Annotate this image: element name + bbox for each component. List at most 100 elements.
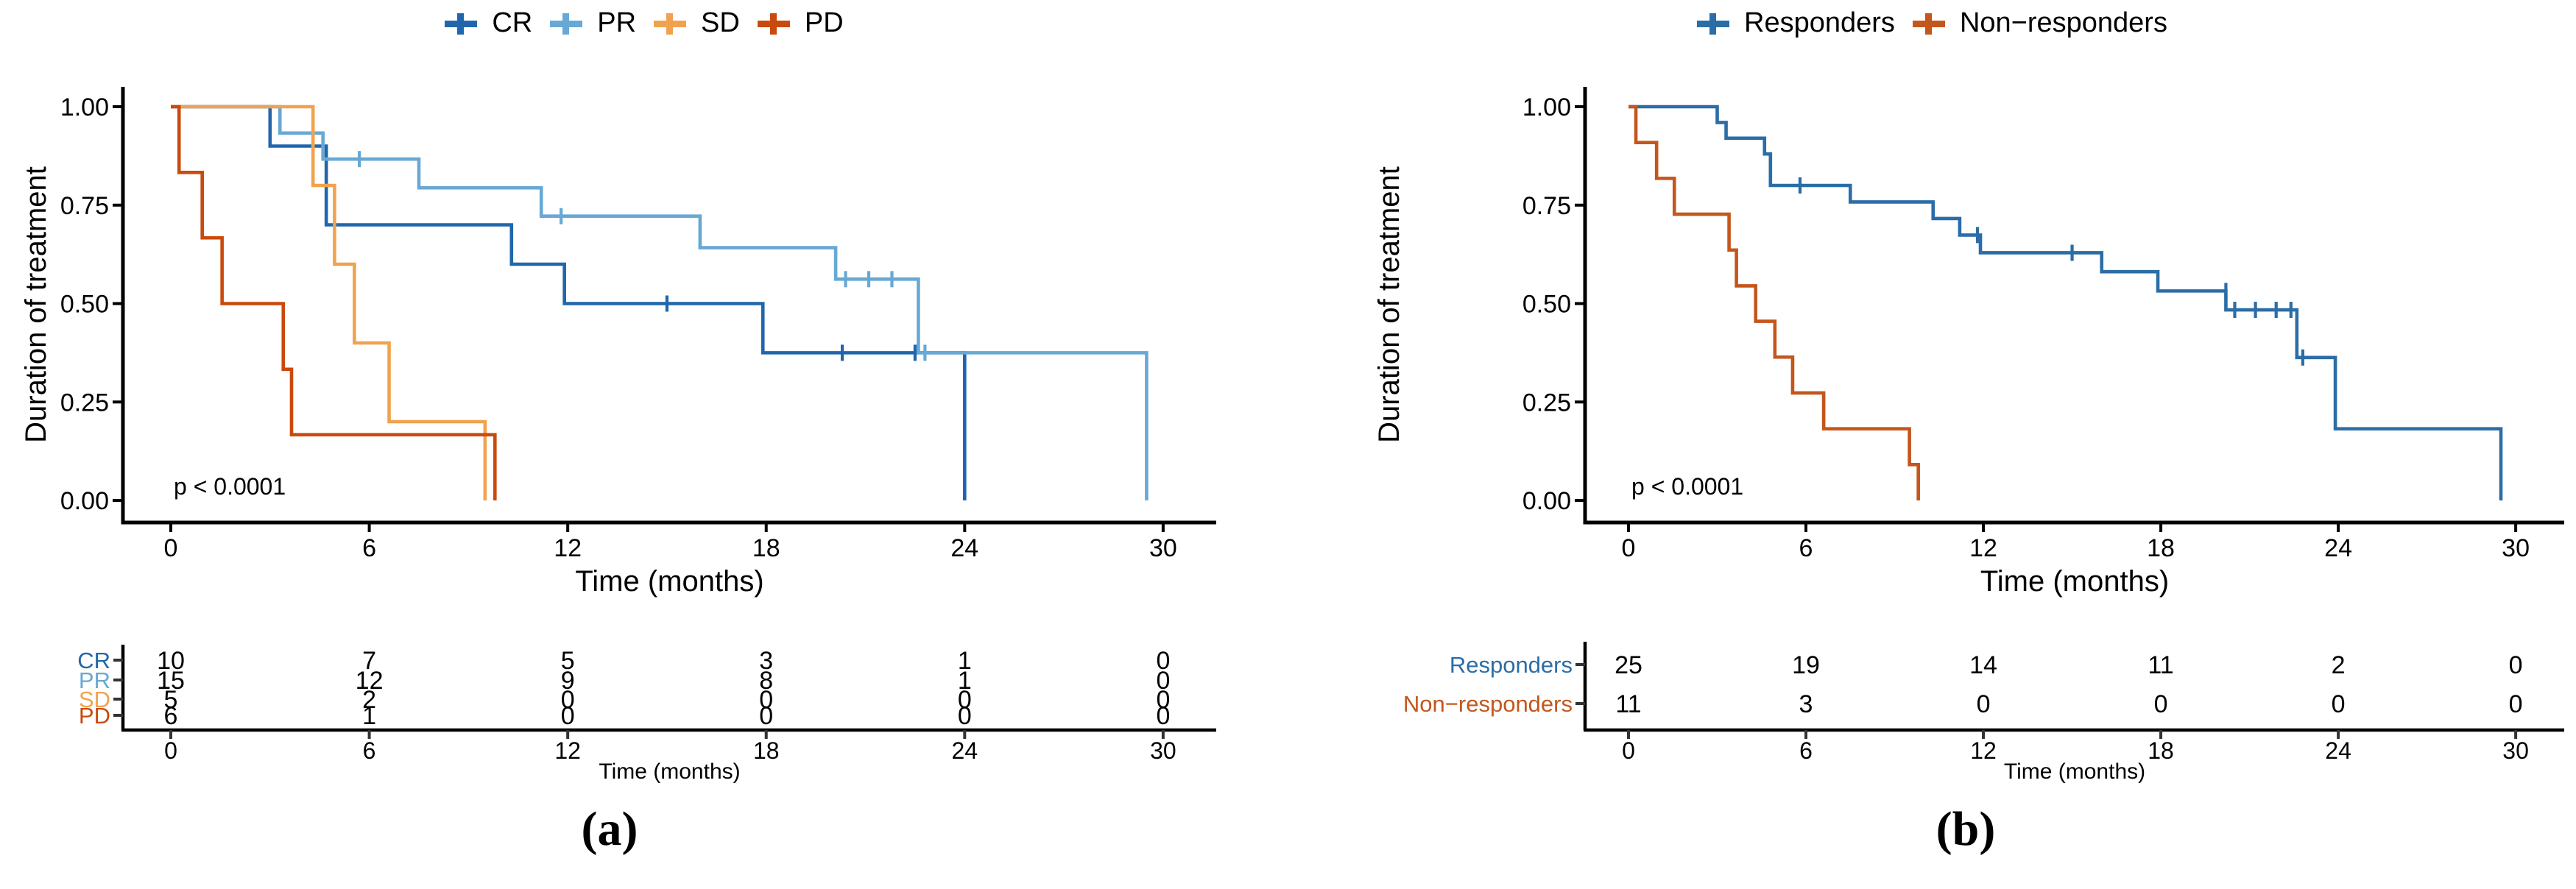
legend-censor-bar xyxy=(1924,13,1932,35)
risk-count: 0 xyxy=(1156,667,1170,695)
risk-count: 0 xyxy=(1156,686,1170,714)
risk-count: 1 xyxy=(958,667,972,695)
risk-count: 0 xyxy=(561,686,575,714)
pvalue-label: p < 0.0001 xyxy=(1631,473,1743,500)
legend-plus-icon xyxy=(445,10,478,37)
x-tick-label: 24 xyxy=(2324,534,2352,562)
table-x-tick-label: 6 xyxy=(363,737,376,764)
risk-count: 3 xyxy=(1799,690,1813,718)
risk-count: 0 xyxy=(1977,690,1991,718)
risk-count: 12 xyxy=(356,667,384,695)
table-row-label: CR xyxy=(77,648,110,673)
table-x-tick-label: 18 xyxy=(2148,737,2174,764)
risk-count: 0 xyxy=(2154,690,2168,718)
risk-count: 1 xyxy=(958,647,972,675)
risk-count: 0 xyxy=(1156,702,1170,730)
y-tick-label: 0.00 xyxy=(60,487,109,515)
legend-censor-bar xyxy=(562,13,570,35)
table-x-tick-label: 18 xyxy=(753,737,780,764)
table-row-label: SD xyxy=(79,687,110,712)
legend-plus-icon xyxy=(654,10,687,37)
y-tick-label: 0.50 xyxy=(60,291,109,319)
panel-b-caption: (b) xyxy=(1935,802,1996,856)
risk-count: 25 xyxy=(1615,651,1642,679)
y-tick-label: 1.00 xyxy=(1522,93,1571,121)
risk-count: 1 xyxy=(362,702,376,730)
risk-count: 0 xyxy=(561,702,575,730)
table-x-tick-label: 12 xyxy=(554,737,581,764)
legend-label: PR xyxy=(597,7,637,38)
x-tick-label: 24 xyxy=(950,534,978,562)
legend-plus-icon xyxy=(1697,10,1730,37)
pvalue-label: p < 0.0001 xyxy=(174,473,286,500)
x-tick-label: 30 xyxy=(1149,534,1177,562)
risk-count: 19 xyxy=(1792,651,1820,679)
table-x-tick-label: 24 xyxy=(952,737,978,764)
risk-count: 0 xyxy=(958,686,972,714)
table-x-tick-label: 30 xyxy=(2502,737,2529,764)
risk-count: 6 xyxy=(164,702,178,730)
table-x-tick-label: 30 xyxy=(1150,737,1176,764)
legend-item-PR: PR xyxy=(550,7,636,39)
risk-count: 2 xyxy=(2332,651,2346,679)
legend-censor-bar xyxy=(1709,13,1717,35)
legend-plus-icon xyxy=(757,10,790,37)
table-row-label: Responders xyxy=(1450,652,1573,678)
risk-count: 9 xyxy=(561,667,575,695)
x-tick-label: 18 xyxy=(2147,534,2175,562)
legend-label: SD xyxy=(701,7,740,38)
x-tick-label: 0 xyxy=(164,534,178,562)
risk-count: 3 xyxy=(759,647,773,675)
risk-count: 14 xyxy=(1969,651,1997,679)
risk-count: 0 xyxy=(2509,690,2523,718)
legend-label: Responders xyxy=(1744,7,1895,38)
y-tick-label: 0.00 xyxy=(1522,487,1571,515)
risk-count: 0 xyxy=(1156,647,1170,675)
table-x-axis-title: Time (months) xyxy=(2004,759,2145,784)
legend-item-Responders: Responders xyxy=(1697,7,1895,39)
x-tick-label: 30 xyxy=(2502,534,2530,562)
legend-item-PD: PD xyxy=(757,7,844,39)
legend-label: CR xyxy=(492,7,533,38)
legend-item-SD: SD xyxy=(654,7,740,39)
table-x-tick-label: 0 xyxy=(164,737,177,764)
legend-censor-bar xyxy=(457,13,465,35)
table-row-label: PD xyxy=(79,703,110,729)
risk-count: 8 xyxy=(759,667,773,695)
panel-a-caption: (a) xyxy=(581,802,638,856)
y-tick-label: 1.00 xyxy=(60,93,109,121)
x-tick-label: 6 xyxy=(362,534,376,562)
x-tick-label: 12 xyxy=(554,534,582,562)
km-curve-Responders xyxy=(1628,105,2503,500)
table-x-tick-label: 0 xyxy=(1622,737,1635,764)
km-curve-PR xyxy=(171,105,1148,500)
risk-count: 11 xyxy=(1615,690,1641,718)
y-tick-label: 0.25 xyxy=(60,389,109,417)
legend-item-Non−responders: Non−responders xyxy=(1912,7,2167,39)
x-tick-label: 0 xyxy=(1622,534,1636,562)
y-tick-label: 0.75 xyxy=(60,192,109,220)
legend-censor-bar xyxy=(769,13,777,35)
table-x-axis-title: Time (months) xyxy=(599,759,740,784)
x-tick-label: 6 xyxy=(1799,534,1813,562)
risk-count: 10 xyxy=(157,647,185,675)
risk-count: 0 xyxy=(958,702,972,730)
y-tick-label: 0.75 xyxy=(1522,192,1571,220)
legend-label: Non−responders xyxy=(1959,7,2167,38)
legend-censor-bar xyxy=(666,13,674,35)
table-x-tick-label: 24 xyxy=(2325,737,2351,764)
km-curve-PD xyxy=(171,105,497,500)
risk-count: 11 xyxy=(2148,651,2173,679)
x-axis-title: Time (months) xyxy=(575,565,763,598)
panel-b-legend: Responders Non−responders xyxy=(1288,7,2576,39)
legend-plus-icon xyxy=(1912,10,1945,37)
legend-label: PD xyxy=(804,7,844,38)
legend-plus-icon xyxy=(550,10,583,37)
risk-count: 5 xyxy=(164,686,178,714)
y-tick-label: 0.25 xyxy=(1522,389,1571,417)
risk-count: 0 xyxy=(2509,651,2523,679)
table-x-tick-label: 6 xyxy=(1799,737,1813,764)
